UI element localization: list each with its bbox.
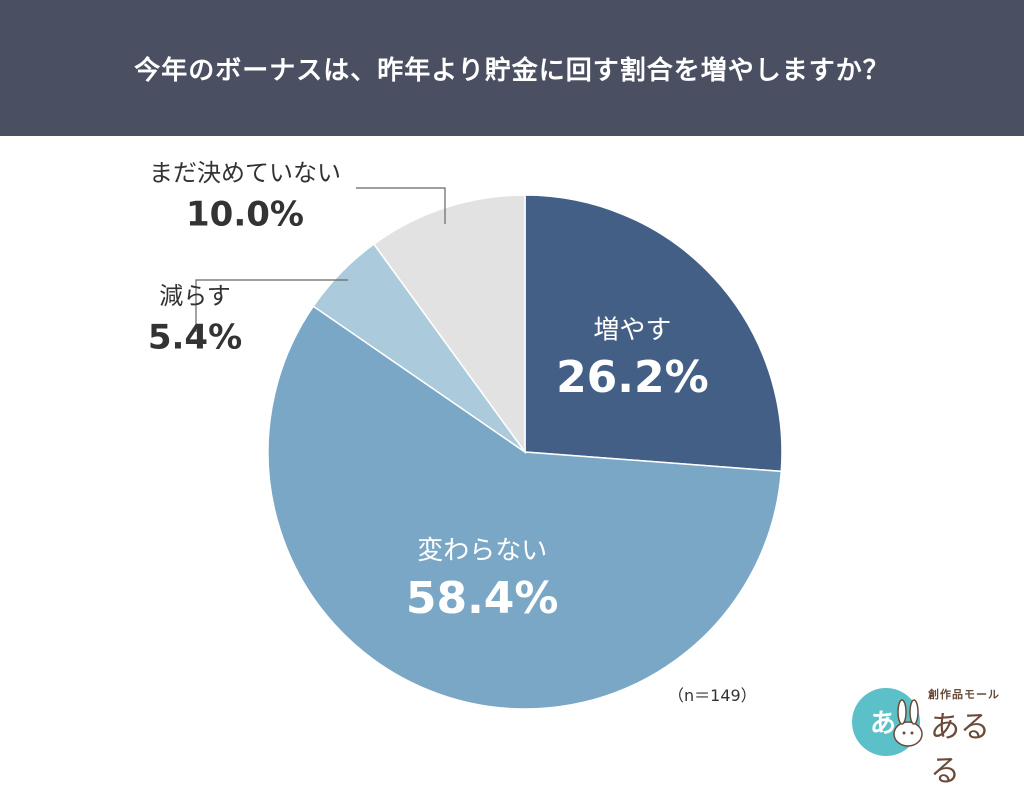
logo-brand: 創作品モール bbox=[928, 688, 1000, 701]
logo-mark-icon: あ bbox=[852, 688, 923, 756]
slice-value-1: 26.2% bbox=[556, 352, 709, 403]
pie-slice-4 bbox=[372, 194, 526, 455]
slice-label-1: 増やす bbox=[593, 315, 671, 345]
slice-value-4: 10.0% bbox=[186, 195, 304, 235]
pie-slice-2 bbox=[267, 305, 783, 710]
logo: あ 創作品モール あるる bbox=[848, 682, 1018, 789]
title-bar: 今年のボーナスは、昨年より貯金に回す割合を増やしますか？ bbox=[0, 0, 1024, 136]
leader-line-3 bbox=[195, 279, 348, 332]
chart-title: 今年のボーナスは、昨年より貯金に回す割合を増やしますか？ bbox=[134, 55, 890, 86]
pie-slice-1 bbox=[524, 194, 783, 473]
slice-label-3: 減らす bbox=[159, 282, 231, 310]
leader-line-4 bbox=[356, 187, 446, 224]
sample-size: （n＝149） bbox=[668, 686, 757, 705]
slice-label-4: まだ決めていない bbox=[149, 159, 341, 187]
svg-text:あ: あ bbox=[870, 709, 896, 739]
slice-value-2: 58.4% bbox=[406, 573, 559, 624]
logo-name: あるる bbox=[930, 710, 990, 789]
pie-chart: 増やす 26.2% 変わらない 58.4% 減らす 5.4% まだ決めていない 10.0% bbox=[148, 159, 783, 710]
slice-value-3: 5.4% bbox=[148, 318, 242, 358]
slice-label-2: 変わらない bbox=[417, 536, 547, 566]
